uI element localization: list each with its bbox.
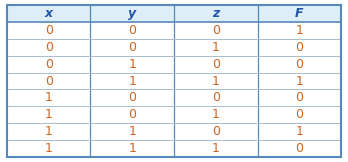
Text: 1: 1 [128, 142, 136, 155]
Text: 0: 0 [212, 125, 220, 138]
Text: 0: 0 [128, 41, 136, 54]
Text: 1: 1 [128, 125, 136, 138]
Text: 1: 1 [45, 108, 53, 121]
Text: 0: 0 [128, 91, 136, 104]
Text: 1: 1 [128, 75, 136, 87]
Text: 0: 0 [295, 58, 303, 71]
Text: 0: 0 [128, 24, 136, 37]
Text: 1: 1 [212, 75, 220, 87]
Text: 1: 1 [295, 125, 303, 138]
Text: 0: 0 [295, 142, 303, 155]
Text: 1: 1 [45, 91, 53, 104]
Text: 0: 0 [45, 24, 53, 37]
Text: z: z [212, 7, 219, 20]
Text: 0: 0 [45, 58, 53, 71]
Text: 1: 1 [212, 108, 220, 121]
Text: 1: 1 [128, 58, 136, 71]
Text: x: x [45, 7, 53, 20]
Text: 0: 0 [295, 108, 303, 121]
Text: 1: 1 [295, 24, 303, 37]
Text: 0: 0 [295, 41, 303, 54]
Text: 1: 1 [212, 41, 220, 54]
Text: y: y [128, 7, 136, 20]
Text: 0: 0 [212, 24, 220, 37]
Text: 0: 0 [295, 91, 303, 104]
Text: 0: 0 [212, 91, 220, 104]
Text: 0: 0 [45, 41, 53, 54]
Text: 1: 1 [212, 142, 220, 155]
Text: 0: 0 [128, 108, 136, 121]
Text: 1: 1 [45, 142, 53, 155]
Text: 0: 0 [45, 75, 53, 87]
Text: F: F [295, 7, 303, 20]
Text: 1: 1 [295, 75, 303, 87]
Bar [7, 5, 341, 22]
Text: 0: 0 [212, 58, 220, 71]
Text: 1: 1 [45, 125, 53, 138]
